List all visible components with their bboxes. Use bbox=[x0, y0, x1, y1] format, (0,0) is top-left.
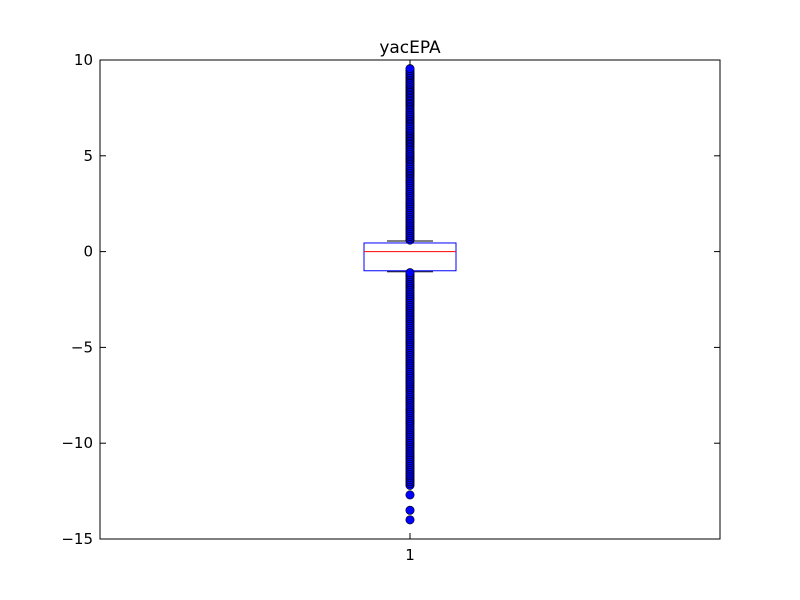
chart-title: yacEPA bbox=[379, 38, 441, 58]
outlier-point bbox=[405, 268, 415, 278]
axes: 10 5 0 −5 −10 −15 1 bbox=[61, 51, 720, 564]
y-tick-label: 0 bbox=[83, 243, 93, 261]
x-tick-label: 1 bbox=[405, 546, 415, 564]
y-tick-label: 10 bbox=[74, 51, 93, 69]
y-tick-label: −10 bbox=[61, 434, 93, 452]
y-tick-label: −5 bbox=[71, 338, 93, 356]
plot-area bbox=[363, 64, 457, 525]
outlier-point bbox=[405, 490, 415, 500]
outlier-point bbox=[405, 505, 415, 515]
y-tick-label: 5 bbox=[83, 147, 93, 165]
y-tick-label: −15 bbox=[61, 530, 93, 548]
outlier-point bbox=[405, 515, 415, 525]
